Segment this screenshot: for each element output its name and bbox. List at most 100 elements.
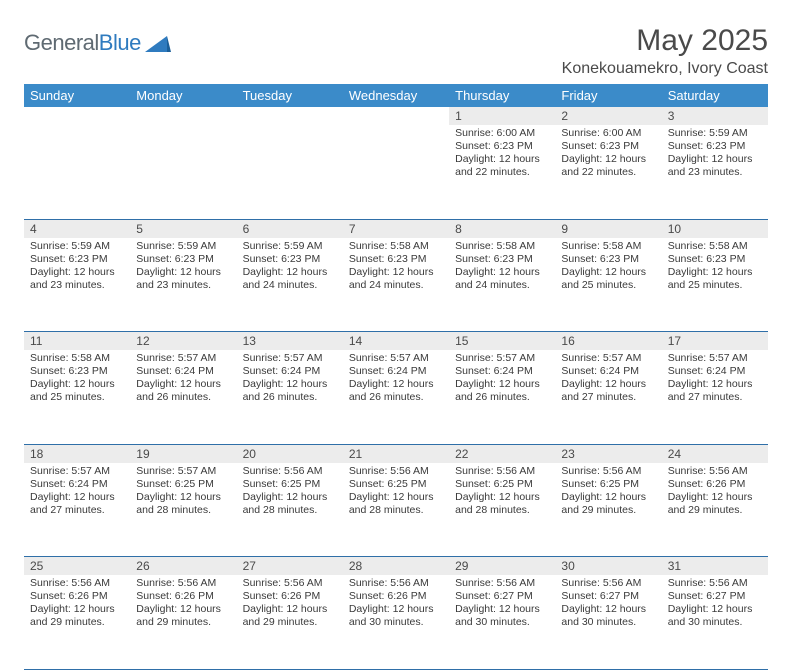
day-cell: Sunrise: 5:56 AMSunset: 6:25 PMDaylight:…: [237, 463, 343, 557]
sunset-line: Sunset: 6:23 PM: [349, 253, 443, 266]
day-number-cell: 3: [662, 107, 768, 125]
day-cell: Sunrise: 5:56 AMSunset: 6:25 PMDaylight:…: [343, 463, 449, 557]
day-cell-body: Sunrise: 5:56 AMSunset: 6:26 PMDaylight:…: [343, 575, 449, 634]
sunset-line: Sunset: 6:27 PM: [561, 590, 655, 603]
daylight-line: Daylight: 12 hours and 30 minutes.: [349, 603, 443, 629]
day-cell-body: Sunrise: 5:56 AMSunset: 6:26 PMDaylight:…: [24, 575, 130, 634]
day-cell: Sunrise: 5:57 AMSunset: 6:25 PMDaylight:…: [130, 463, 236, 557]
daylight-line: Daylight: 12 hours and 27 minutes.: [30, 491, 124, 517]
day-cell: Sunrise: 5:58 AMSunset: 6:23 PMDaylight:…: [662, 238, 768, 332]
day-cell: Sunrise: 5:58 AMSunset: 6:23 PMDaylight:…: [24, 350, 130, 444]
day-number-cell: [237, 107, 343, 125]
day-header: Tuesday: [237, 84, 343, 107]
day-number-cell: 14: [343, 332, 449, 351]
daylight-line: Daylight: 12 hours and 29 minutes.: [668, 491, 762, 517]
daylight-line: Daylight: 12 hours and 24 minutes.: [455, 266, 549, 292]
day-number-cell: 21: [343, 444, 449, 463]
sunset-line: Sunset: 6:26 PM: [30, 590, 124, 603]
sunrise-line: Sunrise: 5:56 AM: [561, 577, 655, 590]
day-number-cell: [130, 107, 236, 125]
day-number-cell: 7: [343, 219, 449, 238]
day-header: Sunday: [24, 84, 130, 107]
day-cell-body: Sunrise: 5:56 AMSunset: 6:25 PMDaylight:…: [237, 463, 343, 522]
day-number-cell: 28: [343, 557, 449, 576]
daylight-line: Daylight: 12 hours and 28 minutes.: [349, 491, 443, 517]
sunrise-line: Sunrise: 5:56 AM: [243, 465, 337, 478]
daylight-line: Daylight: 12 hours and 25 minutes.: [668, 266, 762, 292]
sunrise-line: Sunrise: 5:56 AM: [30, 577, 124, 590]
sunset-line: Sunset: 6:23 PM: [455, 140, 549, 153]
daylight-line: Daylight: 12 hours and 27 minutes.: [668, 378, 762, 404]
day-number-cell: 12: [130, 332, 236, 351]
day-header: Thursday: [449, 84, 555, 107]
day-number-cell: 31: [662, 557, 768, 576]
sunrise-line: Sunrise: 5:56 AM: [136, 577, 230, 590]
day-cell: Sunrise: 5:57 AMSunset: 6:24 PMDaylight:…: [662, 350, 768, 444]
sunrise-line: Sunrise: 5:57 AM: [136, 352, 230, 365]
day-cell: Sunrise: 5:57 AMSunset: 6:24 PMDaylight:…: [449, 350, 555, 444]
day-cell: Sunrise: 5:56 AMSunset: 6:27 PMDaylight:…: [555, 575, 661, 669]
sunset-line: Sunset: 6:27 PM: [455, 590, 549, 603]
sunset-line: Sunset: 6:26 PM: [349, 590, 443, 603]
sunrise-line: Sunrise: 5:56 AM: [349, 465, 443, 478]
sunset-line: Sunset: 6:25 PM: [455, 478, 549, 491]
sunset-line: Sunset: 6:24 PM: [455, 365, 549, 378]
daylight-line: Daylight: 12 hours and 25 minutes.: [30, 378, 124, 404]
sunset-line: Sunset: 6:24 PM: [136, 365, 230, 378]
day-cell: Sunrise: 5:56 AMSunset: 6:26 PMDaylight:…: [24, 575, 130, 669]
day-cell-body: Sunrise: 5:58 AMSunset: 6:23 PMDaylight:…: [662, 238, 768, 297]
day-number-row: 11121314151617: [24, 332, 768, 351]
day-cell-body: Sunrise: 5:57 AMSunset: 6:25 PMDaylight:…: [130, 463, 236, 522]
daylight-line: Daylight: 12 hours and 29 minutes.: [561, 491, 655, 517]
day-number-cell: 4: [24, 219, 130, 238]
day-number-cell: 5: [130, 219, 236, 238]
sunset-line: Sunset: 6:26 PM: [668, 478, 762, 491]
title-location: Konekouamekro, Ivory Coast: [562, 60, 768, 78]
sunset-line: Sunset: 6:25 PM: [349, 478, 443, 491]
day-cell: Sunrise: 5:57 AMSunset: 6:24 PMDaylight:…: [130, 350, 236, 444]
sunrise-line: Sunrise: 5:58 AM: [561, 240, 655, 253]
day-number-cell: 22: [449, 444, 555, 463]
day-cell-body: Sunrise: 5:57 AMSunset: 6:24 PMDaylight:…: [130, 350, 236, 409]
sunrise-line: Sunrise: 5:58 AM: [30, 352, 124, 365]
sunset-line: Sunset: 6:23 PM: [668, 140, 762, 153]
day-cell: Sunrise: 5:56 AMSunset: 6:26 PMDaylight:…: [237, 575, 343, 669]
day-cell: Sunrise: 5:57 AMSunset: 6:24 PMDaylight:…: [343, 350, 449, 444]
sunset-line: Sunset: 6:23 PM: [561, 140, 655, 153]
day-cell-body: Sunrise: 5:58 AMSunset: 6:23 PMDaylight:…: [449, 238, 555, 297]
day-number-cell: [24, 107, 130, 125]
daylight-line: Daylight: 12 hours and 26 minutes.: [455, 378, 549, 404]
day-cell: [24, 125, 130, 219]
daylight-line: Daylight: 12 hours and 29 minutes.: [243, 603, 337, 629]
daylight-line: Daylight: 12 hours and 28 minutes.: [455, 491, 549, 517]
week-row: Sunrise: 5:56 AMSunset: 6:26 PMDaylight:…: [24, 575, 768, 669]
day-number-row: 18192021222324: [24, 444, 768, 463]
sunset-line: Sunset: 6:23 PM: [668, 253, 762, 266]
daylight-line: Daylight: 12 hours and 28 minutes.: [136, 491, 230, 517]
day-cell: Sunrise: 5:56 AMSunset: 6:27 PMDaylight:…: [449, 575, 555, 669]
day-cell-body: Sunrise: 5:58 AMSunset: 6:23 PMDaylight:…: [555, 238, 661, 297]
day-cell-body: Sunrise: 5:57 AMSunset: 6:24 PMDaylight:…: [343, 350, 449, 409]
sunrise-line: Sunrise: 5:59 AM: [30, 240, 124, 253]
daylight-line: Daylight: 12 hours and 22 minutes.: [561, 153, 655, 179]
daylight-line: Daylight: 12 hours and 26 minutes.: [136, 378, 230, 404]
day-cell-body: Sunrise: 5:59 AMSunset: 6:23 PMDaylight:…: [237, 238, 343, 297]
sunset-line: Sunset: 6:24 PM: [349, 365, 443, 378]
day-cell-body: Sunrise: 5:57 AMSunset: 6:24 PMDaylight:…: [555, 350, 661, 409]
sunset-line: Sunset: 6:26 PM: [136, 590, 230, 603]
sunset-line: Sunset: 6:23 PM: [136, 253, 230, 266]
day-number-cell: 9: [555, 219, 661, 238]
sunrise-line: Sunrise: 5:57 AM: [136, 465, 230, 478]
day-number-cell: 6: [237, 219, 343, 238]
daylight-line: Daylight: 12 hours and 24 minutes.: [243, 266, 337, 292]
daylight-line: Daylight: 12 hours and 30 minutes.: [455, 603, 549, 629]
day-cell-body: Sunrise: 5:56 AMSunset: 6:25 PMDaylight:…: [555, 463, 661, 522]
day-number-cell: 15: [449, 332, 555, 351]
day-cell-body: Sunrise: 5:56 AMSunset: 6:26 PMDaylight:…: [662, 463, 768, 522]
day-number-cell: 13: [237, 332, 343, 351]
day-number-cell: 24: [662, 444, 768, 463]
sunrise-line: Sunrise: 5:57 AM: [561, 352, 655, 365]
daylight-line: Daylight: 12 hours and 26 minutes.: [243, 378, 337, 404]
daylight-line: Daylight: 12 hours and 24 minutes.: [349, 266, 443, 292]
sunset-line: Sunset: 6:24 PM: [30, 478, 124, 491]
